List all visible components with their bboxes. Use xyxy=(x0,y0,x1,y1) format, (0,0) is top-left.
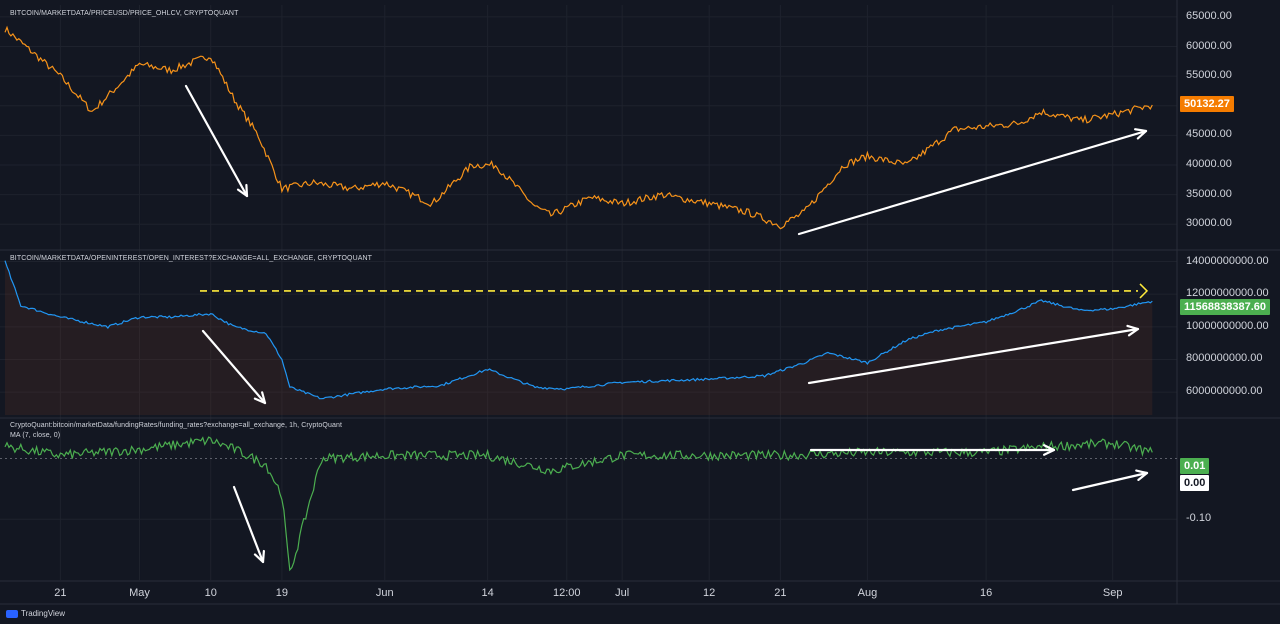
x-tick-label: Aug xyxy=(857,587,878,599)
pane-separators xyxy=(0,0,1280,605)
annotation-arrow-head xyxy=(253,549,265,564)
x-tick-label: Jun xyxy=(375,587,394,599)
open-interest-last-value-badge: 11568838387.60 xyxy=(1180,299,1270,315)
y-tick-label: 45000.00 xyxy=(1186,128,1232,141)
funding-zero-badge: 0.00 xyxy=(1180,475,1210,491)
annotation-arrow-head xyxy=(236,183,249,198)
funding-rate-series-line xyxy=(4,436,1153,572)
annotation-arrow-head xyxy=(1134,128,1148,140)
funding-last-value-badge: 0.01 xyxy=(1180,458,1210,474)
tradingview-footer[interactable]: TradingView xyxy=(6,609,65,618)
annotation-arrow-line xyxy=(232,485,265,564)
grid xyxy=(0,5,1177,580)
price-last-value-badge: 50132.27 xyxy=(1180,96,1234,112)
annotation-arrow-line xyxy=(807,327,1140,385)
x-tick-label: Sep xyxy=(1102,587,1123,599)
y-tick-label: 65000.00 xyxy=(1186,9,1232,22)
y-tick-label: -0.10 xyxy=(1186,512,1212,525)
x-tick-label: 21 xyxy=(54,587,67,599)
x-tick-label: 21 xyxy=(774,587,787,599)
funding-ma-subtitle: MA (7, close, 0) xyxy=(10,432,61,439)
annotation-arrow-head xyxy=(253,391,267,405)
open-interest-area xyxy=(5,260,1153,415)
y-tick-label: 60000.00 xyxy=(1186,39,1232,52)
x-tick-label: May xyxy=(129,587,150,599)
price-series-line xyxy=(4,25,1153,230)
y-tick-label: 8000000000.00 xyxy=(1186,352,1263,365)
annotation-arrow-line xyxy=(184,84,249,198)
annotation-arrow-line xyxy=(201,329,267,405)
y-tick-label: 12000000000.00 xyxy=(1186,287,1269,300)
x-tick-label: 10 xyxy=(204,587,217,599)
funding-rate-pane-title: CryptoQuant:bitcoin/marketData/fundingRa… xyxy=(10,422,342,429)
y-tick-label: 6000000000.00 xyxy=(1186,385,1263,398)
open-interest-pane-title: BITCOIN/MARKETDATA/OPENINTEREST/OPEN_INT… xyxy=(10,255,373,262)
y-tick-label: 35000.00 xyxy=(1186,187,1232,200)
y-tick-label: 40000.00 xyxy=(1186,158,1232,171)
x-tick-label: 16 xyxy=(979,587,993,599)
y-tick-label: 14000000000.00 xyxy=(1186,254,1269,267)
annotation-arrow-head xyxy=(1126,324,1140,337)
annotation-arrows xyxy=(184,84,1149,564)
funding-rate-pane[interactable] xyxy=(0,436,1177,572)
y-tick-label: 10000000000.00 xyxy=(1186,319,1269,332)
price-pane-title: BITCOIN/MARKETDATA/PRICEUSD/PRICE_OHLCV,… xyxy=(10,10,239,17)
x-tick-label: 12:00 xyxy=(552,587,581,599)
annotation-arrow-head xyxy=(1043,444,1056,456)
tradingview-brand-label: TradingView xyxy=(21,609,66,618)
y-tick-label: 55000.00 xyxy=(1186,69,1232,82)
price-pane[interactable] xyxy=(4,25,1153,230)
tradingview-logo-icon xyxy=(6,609,18,618)
y-tick-label: 30000.00 xyxy=(1186,217,1232,230)
x-tick-label: 12 xyxy=(703,587,716,599)
x-tick-label: 19 xyxy=(275,587,289,599)
open-interest-pane[interactable] xyxy=(4,260,1153,415)
annotation-arrow-head xyxy=(1135,469,1149,481)
x-tick-label: 14 xyxy=(481,587,494,599)
annotation-arrow-line xyxy=(797,129,1148,236)
open-interest-series-line xyxy=(4,260,1153,400)
x-tick-label: Jul xyxy=(615,587,630,599)
annotation-arrow-line xyxy=(1071,471,1149,492)
dashed-level-arrowhead xyxy=(1139,283,1149,299)
